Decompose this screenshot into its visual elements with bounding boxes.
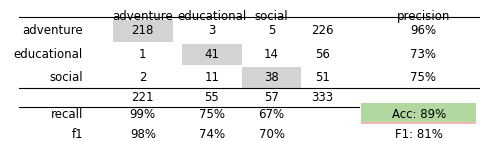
FancyBboxPatch shape bbox=[182, 44, 242, 65]
Text: 99%: 99% bbox=[130, 108, 156, 121]
Text: 41: 41 bbox=[204, 48, 219, 61]
Text: 14: 14 bbox=[264, 48, 279, 61]
Text: 51: 51 bbox=[315, 71, 330, 84]
Text: 3: 3 bbox=[208, 24, 216, 37]
FancyBboxPatch shape bbox=[113, 20, 173, 42]
Text: 11: 11 bbox=[204, 71, 219, 84]
Text: 57: 57 bbox=[264, 91, 279, 104]
Text: 70%: 70% bbox=[259, 128, 285, 141]
Text: 333: 333 bbox=[311, 91, 333, 104]
Text: adventure: adventure bbox=[22, 24, 83, 37]
Text: social: social bbox=[49, 71, 83, 84]
Text: F1: 81%: F1: 81% bbox=[395, 128, 443, 141]
Text: 1: 1 bbox=[139, 48, 146, 61]
Text: educational: educational bbox=[14, 48, 83, 61]
Text: 98%: 98% bbox=[130, 128, 156, 141]
Text: social: social bbox=[255, 10, 288, 23]
Text: 67%: 67% bbox=[259, 108, 285, 121]
Text: 38: 38 bbox=[264, 71, 279, 84]
Text: 226: 226 bbox=[311, 24, 334, 37]
Text: 73%: 73% bbox=[410, 48, 436, 61]
Text: 75%: 75% bbox=[410, 71, 436, 84]
Text: 5: 5 bbox=[268, 24, 275, 37]
Text: 74%: 74% bbox=[199, 128, 225, 141]
Text: 55: 55 bbox=[204, 91, 219, 104]
FancyBboxPatch shape bbox=[361, 103, 476, 127]
Text: 2: 2 bbox=[139, 71, 146, 84]
Text: Acc: 89%: Acc: 89% bbox=[392, 108, 446, 121]
Text: recall: recall bbox=[50, 108, 83, 121]
Text: 218: 218 bbox=[132, 24, 154, 37]
Text: 221: 221 bbox=[132, 91, 154, 104]
Text: 75%: 75% bbox=[199, 108, 225, 121]
Text: 56: 56 bbox=[315, 48, 330, 61]
Text: educational: educational bbox=[177, 10, 246, 23]
Text: adventure: adventure bbox=[112, 10, 173, 23]
Text: precision: precision bbox=[396, 10, 450, 23]
Text: f1: f1 bbox=[72, 128, 83, 141]
FancyBboxPatch shape bbox=[242, 67, 301, 88]
Text: 96%: 96% bbox=[410, 24, 436, 37]
FancyBboxPatch shape bbox=[361, 122, 476, 141]
